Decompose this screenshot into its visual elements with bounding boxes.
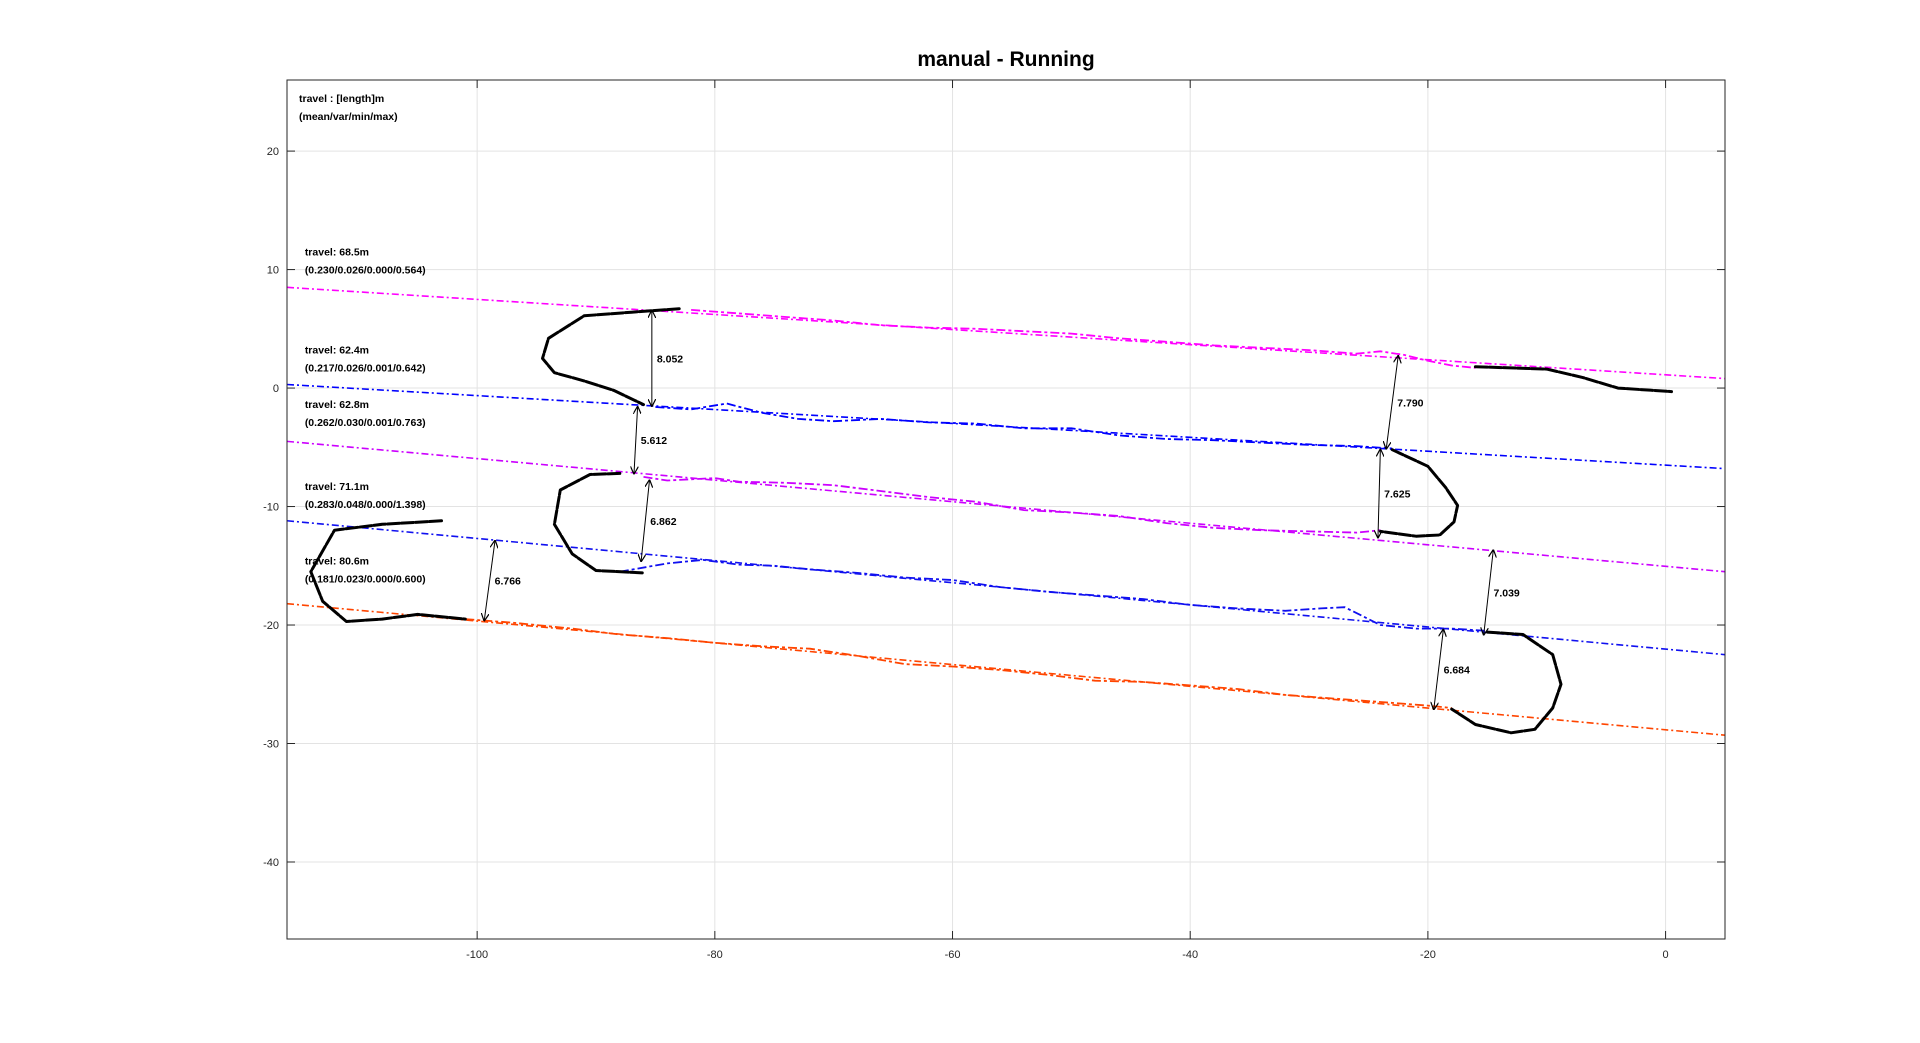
- fit-line: [287, 286, 1725, 380]
- x-tick-label: -100: [466, 949, 488, 961]
- y-tick-label: -10: [263, 502, 279, 514]
- travel-annotations: travel: 68.5m (0.230/0.026/0.000/0.564) tr…: [305, 246, 426, 585]
- distance-arrows: 8.052 5.612 6.862 6.766 7.790 7.625 7.039 6.684: [484, 311, 1520, 709]
- travel-annotation-line: (0.181/0.023/0.000/0.600): [305, 574, 426, 586]
- y-tick-label: -20: [263, 620, 279, 632]
- travel-annotation-line: (0.230/0.026/0.000/0.564): [305, 264, 426, 276]
- turn-line: [309, 519, 467, 623]
- plot-frame: [286, 79, 1726, 940]
- turn-line: [552, 471, 645, 575]
- travel-annotation-line: travel: 80.6m: [305, 556, 369, 568]
- turn-segments: [309, 307, 1673, 735]
- travel-annotation-line: travel: 71.1m: [305, 481, 369, 493]
- travel-annotation-line: (0.217/0.026/0.001/0.642): [305, 363, 426, 375]
- distance-label: 7.039: [1494, 587, 1520, 599]
- y-tick-label: 10: [267, 265, 279, 277]
- series-line: [465, 618, 1452, 709]
- distance-arrow: [1386, 356, 1398, 448]
- x-tick-label: -60: [945, 949, 961, 961]
- header-annotation-line-1: travel : [length]m: [299, 93, 384, 105]
- distance-label: 8.052: [657, 353, 683, 365]
- distance-arrow: [1484, 550, 1494, 634]
- header-annotation-line-2: (mean/var/min/max): [299, 111, 398, 123]
- distance-label: 7.790: [1397, 397, 1423, 409]
- series-line: [619, 559, 1488, 632]
- fit-line: [287, 602, 1725, 737]
- y-tick-label: -30: [263, 739, 279, 751]
- distance-arrow: [634, 407, 638, 473]
- distance-arrow: [1378, 450, 1380, 538]
- header-annotation: travel : [length]m (mean/var/min/max): [299, 93, 398, 123]
- distance-label: 7.625: [1384, 489, 1410, 501]
- travel-annotation-line: (0.262/0.030/0.001/0.763): [305, 417, 426, 429]
- x-tick-label: -80: [707, 949, 723, 961]
- x-tick-label: 0: [1663, 949, 1669, 961]
- travel-annotation-line: travel: 62.4m: [305, 345, 369, 357]
- turn-line: [1378, 448, 1460, 538]
- travel-annotation-line: travel: 68.5m: [305, 246, 369, 258]
- distance-label: 6.684: [1444, 664, 1470, 676]
- y-axis: 20 10 0 -10 -20 -30 -40: [263, 146, 1725, 869]
- distance-arrow: [484, 541, 495, 620]
- distance-label: 6.862: [650, 516, 676, 528]
- fit-line: [287, 383, 1725, 470]
- chart-title: manual - Running: [917, 48, 1094, 71]
- trajectory-series: [465, 309, 1488, 709]
- y-tick-label: -40: [263, 857, 279, 869]
- travel-annotation-line: travel: 62.8m: [305, 399, 369, 411]
- x-axis: -100 -80 -60 -40 -20 0: [466, 80, 1669, 961]
- y-tick-label: 0: [273, 383, 279, 395]
- series-line: [655, 402, 1393, 450]
- turn-line: [1450, 630, 1563, 735]
- turn-line: [541, 307, 681, 407]
- y-tick-label: 20: [267, 146, 279, 158]
- distance-arrow: [641, 480, 649, 561]
- series-line: [691, 309, 1476, 369]
- distance-label: 5.612: [641, 435, 667, 447]
- distance-arrow: [1434, 630, 1444, 709]
- distance-label: 6.766: [495, 576, 521, 588]
- travel-annotation-line: (0.283/0.048/0.000/1.398): [305, 499, 426, 511]
- plot-area: [287, 80, 1725, 939]
- x-tick-label: -20: [1420, 949, 1436, 961]
- turn-line: [1473, 365, 1673, 394]
- x-tick-label: -40: [1182, 949, 1198, 961]
